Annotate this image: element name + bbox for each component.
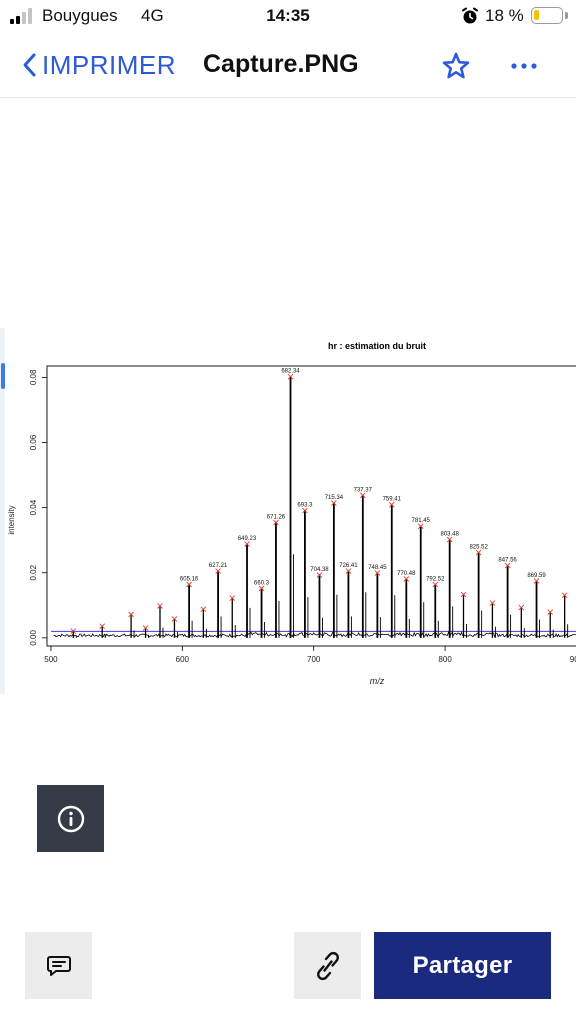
peak-label-0: 605.16 [180, 576, 199, 582]
link-icon [316, 951, 339, 980]
peak-label-15: 792.52 [426, 576, 445, 582]
peak-label-1: 627.21 [209, 563, 228, 569]
peak-marker-1 [215, 568, 221, 574]
back-label: IMPRIMER [42, 49, 176, 80]
link-button[interactable] [294, 932, 361, 999]
peak-marker-13 [403, 576, 410, 582]
peak-marker-29 [489, 600, 496, 606]
peak-label-14: 781.45 [412, 518, 431, 524]
battery-icon [531, 7, 563, 24]
status-time: 14:35 [266, 6, 310, 25]
peak-label-8: 715.34 [325, 495, 344, 501]
carrier-name: Bouygues [42, 6, 118, 25]
alarm-icon [462, 7, 478, 24]
comment-button[interactable] [25, 932, 92, 999]
peak-marker-30 [518, 604, 525, 611]
peak-marker-19 [533, 578, 540, 584]
peak-marker-8 [331, 500, 337, 506]
peak-label-13: 770.48 [397, 571, 416, 577]
battery-percent: 18 % [485, 6, 524, 25]
peak-label-18: 847.56 [498, 558, 517, 564]
x-tick-label-1: 600 [176, 655, 190, 664]
ellipsis-icon[interactable] [506, 50, 542, 82]
peak-marker-7 [316, 572, 323, 578]
peak-label-6: 693.3 [297, 503, 313, 509]
peak-label-5: 682.34 [281, 369, 300, 375]
peak-marker-9 [345, 568, 352, 574]
peak-marker-24 [157, 603, 163, 609]
peak-marker-0 [186, 581, 192, 588]
spectrum-baseline [53, 631, 576, 639]
peak-label-2: 649.23 [238, 536, 257, 542]
peak-marker-28 [460, 591, 467, 598]
peak-label-19: 869.59 [527, 573, 546, 579]
y-tick-label-3: 0.06 [29, 434, 38, 450]
peak-label-4: 671.26 [267, 515, 286, 521]
comment-icon [46, 955, 71, 976]
battery-tip [565, 12, 568, 19]
x-axis-label: m/z [370, 676, 385, 686]
status-bar: Bouygues 4G 14:35 18 % [0, 0, 576, 34]
signal-bars-icon [10, 8, 36, 24]
zoom-thumb[interactable] [1, 363, 5, 389]
peak-marker-2 [244, 541, 250, 547]
peak-marker-10 [359, 492, 366, 499]
peak-marker-14 [417, 523, 424, 530]
peak-label-11: 748.45 [368, 565, 387, 571]
chevron-left-icon [23, 53, 36, 77]
network-type: 4G [141, 6, 164, 25]
peak-label-9: 726.41 [339, 563, 358, 569]
peak-marker-22 [128, 611, 134, 618]
peak-label-17: 825.52 [469, 545, 488, 551]
star-icon[interactable] [440, 50, 472, 82]
peak-marker-6 [302, 507, 308, 514]
x-tick-label-3: 800 [438, 655, 452, 664]
file-title: Capture.PNG [203, 50, 359, 78]
peak-marker-18 [504, 562, 511, 569]
peak-marker-25 [171, 616, 178, 622]
peak-marker-23 [142, 625, 149, 631]
y-tick-label-0: 0.00 [29, 630, 38, 646]
y-axis-label: intensity [7, 505, 16, 534]
zoom-track [0, 328, 5, 694]
peak-marker-27 [229, 595, 236, 601]
peak-marker-17 [475, 549, 482, 556]
info-button[interactable] [37, 785, 104, 852]
peak-marker-12 [388, 501, 395, 508]
peak-marker-11 [374, 570, 381, 576]
x-tick-label-2: 700 [307, 655, 321, 664]
peak-marker-32 [561, 592, 568, 599]
share-button[interactable]: Partager [374, 932, 551, 999]
x-tick-label-0: 500 [44, 655, 58, 664]
peak-label-12: 759.41 [383, 497, 402, 503]
peak-marker-5 [287, 373, 294, 380]
peak-marker-20 [70, 628, 77, 634]
back-button[interactable]: IMPRIMER [20, 48, 176, 82]
peak-marker-16 [446, 536, 453, 543]
plot-frame [46, 365, 576, 647]
y-tick-label-2: 0.04 [29, 499, 38, 515]
peak-marker-15 [432, 581, 439, 588]
chart-title: hr : estimation du bruit [328, 341, 426, 351]
peak-marker-4 [273, 519, 279, 526]
spectrum-chart: hr : estimation du bruit 500 600 700 800 900… [7, 341, 576, 686]
peak-label-16: 803.48 [440, 532, 459, 538]
navigation-bar: IMPRIMER Capture.PNG [0, 34, 576, 98]
peak-label-3: 660.3 [254, 580, 270, 586]
peak-marker-3 [258, 585, 265, 592]
battery-level [534, 10, 539, 20]
peak-marker-26 [200, 606, 207, 613]
y-tick-label-1: 0.02 [29, 564, 38, 580]
info-icon [57, 805, 84, 832]
peak-label-7: 704.38 [310, 567, 329, 573]
x-tick-label-4: 900 [570, 655, 576, 664]
peak-marker-31 [547, 609, 554, 615]
y-tick-label-4: 0.08 [29, 369, 38, 385]
peak-label-10: 737.37 [354, 487, 373, 493]
peak-marker-21 [99, 623, 106, 629]
